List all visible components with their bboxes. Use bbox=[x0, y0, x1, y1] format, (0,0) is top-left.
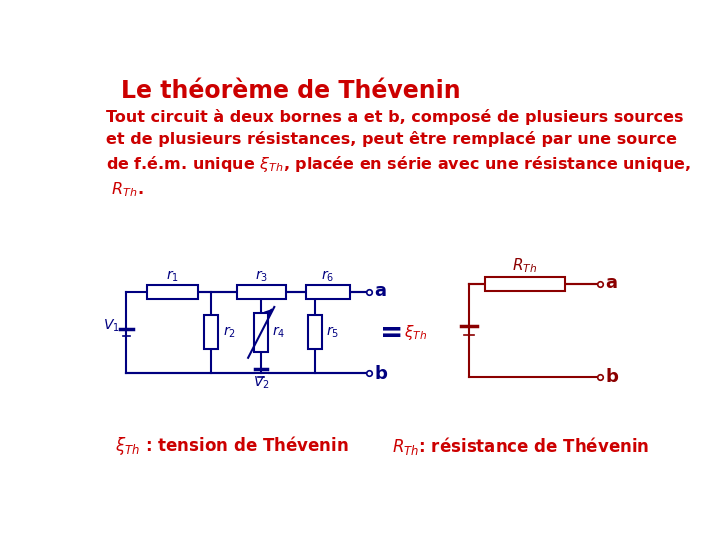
Text: $r_6$: $r_6$ bbox=[321, 268, 334, 284]
Text: $\xi_{Th}$: $\xi_{Th}$ bbox=[404, 323, 427, 342]
Text: b: b bbox=[606, 368, 618, 387]
Bar bbox=[148, 285, 198, 299]
Text: $\xi_{Th}$ : tension de Thévenin: $\xi_{Th}$ : tension de Thévenin bbox=[115, 435, 348, 457]
Text: a: a bbox=[606, 274, 617, 293]
Text: $r_4$: $r_4$ bbox=[272, 325, 285, 340]
Text: $R_{Th}$: $R_{Th}$ bbox=[513, 256, 538, 275]
Text: Tout circuit à deux bornes a et b, composé de plusieurs sources
et de plusieurs : Tout circuit à deux bornes a et b, compo… bbox=[106, 110, 690, 199]
Bar bbox=[237, 285, 286, 299]
Text: a: a bbox=[374, 282, 387, 300]
Text: =: = bbox=[380, 319, 404, 347]
Text: b: b bbox=[374, 364, 387, 382]
Bar bbox=[485, 278, 565, 291]
Text: $R_{Th}$: résistance de Thévenin: $R_{Th}$: résistance de Thévenin bbox=[392, 435, 649, 457]
Text: $V_1$: $V_1$ bbox=[103, 318, 120, 334]
Text: $r_1$: $r_1$ bbox=[166, 268, 179, 284]
Bar bbox=[254, 313, 268, 352]
Text: $V_2$: $V_2$ bbox=[253, 375, 269, 391]
Text: Le théorème de Thévenin: Le théorème de Thévenin bbox=[121, 79, 461, 103]
Bar bbox=[308, 315, 322, 349]
Bar bbox=[204, 315, 218, 349]
Text: $r_5$: $r_5$ bbox=[326, 325, 339, 340]
Text: $r_2$: $r_2$ bbox=[222, 325, 235, 340]
Text: $r_3$: $r_3$ bbox=[255, 268, 268, 284]
Bar bbox=[306, 285, 350, 299]
